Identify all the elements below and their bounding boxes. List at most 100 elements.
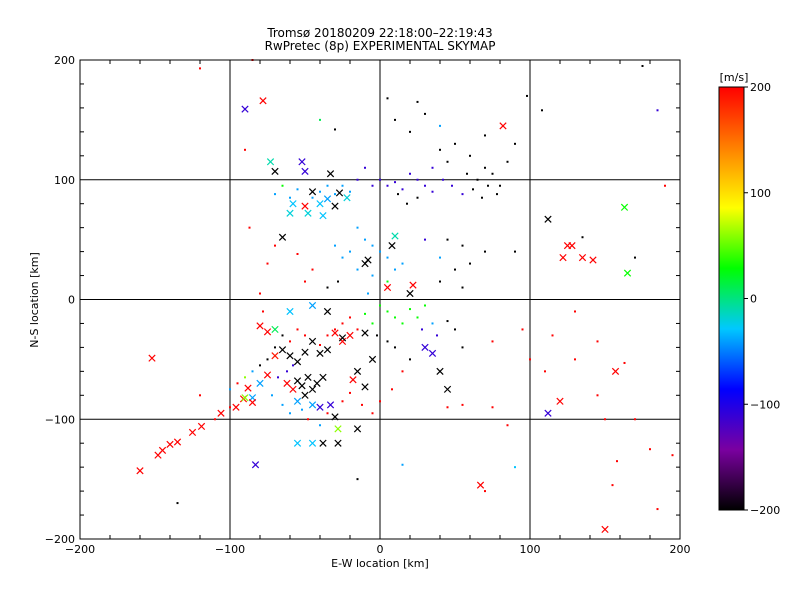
data-point-dot (319, 118, 321, 121)
data-point-dot (671, 454, 674, 457)
data-point-cross (334, 439, 342, 447)
data-point-dot (199, 67, 201, 70)
data-point-dot (439, 256, 441, 259)
data-point-dot (446, 160, 449, 163)
data-point-cross (293, 397, 302, 405)
data-point-dot (251, 370, 254, 373)
data-point-dot (371, 244, 374, 247)
data-point-dot (334, 328, 336, 331)
data-point-cross (331, 202, 339, 210)
data-point-dot (292, 364, 294, 367)
data-point-cross (244, 384, 252, 392)
data-point-cross (338, 334, 347, 342)
data-point-cross (388, 241, 396, 250)
data-point-cross (308, 439, 317, 447)
data-point-cross (263, 328, 272, 336)
data-point-dot (514, 466, 516, 469)
data-point-dot (319, 424, 321, 427)
data-point-cross (298, 382, 306, 390)
data-point-cross (256, 379, 264, 387)
data-point-dot (394, 118, 396, 121)
data-point-dot (416, 178, 419, 181)
data-point-cross (428, 349, 437, 358)
data-point-cross (241, 105, 249, 113)
data-point-dot (514, 142, 516, 145)
data-point-cross (361, 329, 369, 337)
data-point-dot (311, 268, 314, 271)
data-point-dot (349, 190, 351, 193)
data-point-cross (326, 401, 335, 409)
data-point-dot (356, 178, 359, 181)
data-point-dot (341, 400, 344, 403)
data-point-dot (649, 448, 651, 451)
data-point-dot (436, 334, 438, 337)
data-point-dot (521, 328, 524, 331)
data-point-cross (251, 461, 260, 469)
data-point-dot (466, 172, 468, 175)
data-point-dot (469, 262, 471, 265)
data-point-cross (316, 200, 324, 208)
data-point-dot (431, 190, 434, 193)
data-point-dot (446, 320, 449, 323)
data-point-dot (461, 193, 464, 196)
data-point-dot (266, 358, 269, 361)
data-point-dot (424, 238, 426, 241)
data-point-dot (334, 193, 336, 196)
data-point-cross (278, 233, 287, 241)
data-point-dot (326, 412, 329, 415)
data-point-dot (371, 274, 374, 277)
data-point-cross (568, 241, 576, 250)
data-point-dot (424, 304, 426, 307)
data-point-dot (454, 268, 456, 271)
data-point-dot (319, 190, 321, 193)
data-point-dot (277, 376, 279, 379)
data-point-dot (506, 160, 509, 163)
data-point-dot (386, 184, 389, 187)
data-point-dot (446, 406, 449, 409)
data-point-dot (386, 256, 389, 259)
data-point-dot (304, 280, 306, 283)
data-point-dot (491, 406, 494, 409)
data-point-cross (158, 446, 167, 455)
data-point-dot (604, 418, 606, 421)
data-point-cross (166, 440, 174, 449)
data-point-dot (391, 388, 393, 391)
data-point-dot (451, 184, 453, 187)
data-point-dot (416, 100, 419, 103)
data-point-cross (436, 367, 444, 375)
data-point-dot (529, 358, 531, 361)
data-point-dot (481, 196, 483, 199)
colorbar-tick-label: −200 (750, 504, 780, 517)
data-point-dot (274, 193, 276, 196)
data-point-dot (199, 394, 201, 397)
data-point-dot (371, 412, 374, 415)
data-point-dot (281, 184, 284, 187)
data-point-dot (596, 340, 599, 343)
data-point-dot (364, 312, 366, 315)
data-point-dot (634, 418, 636, 421)
data-point-dot (274, 244, 276, 247)
data-point-cross (308, 337, 317, 346)
data-point-cross (544, 409, 552, 417)
data-point-dot (506, 424, 509, 427)
data-point-cross (266, 158, 275, 166)
data-point-dot (431, 166, 434, 169)
data-point-cross (232, 403, 240, 411)
data-point-dot (409, 308, 411, 311)
data-point-cross (286, 352, 294, 360)
y-tick-label: 0 (68, 294, 75, 307)
data-point-dot (421, 328, 423, 331)
data-point-cross (338, 337, 347, 346)
data-point-dot (416, 196, 419, 199)
y-tick-labels: −200 −100 0 100 200 (45, 54, 75, 546)
data-point-dot (499, 184, 501, 187)
data-point-dot (401, 262, 404, 265)
data-point-dot (301, 408, 303, 411)
data-point-dot (446, 238, 449, 241)
data-point-cross (323, 307, 332, 316)
data-point-dot (262, 310, 264, 313)
data-point-cross (308, 188, 317, 196)
data-point-cross (323, 195, 332, 203)
data-point-dot (356, 478, 359, 481)
data-point-dot (439, 124, 441, 127)
